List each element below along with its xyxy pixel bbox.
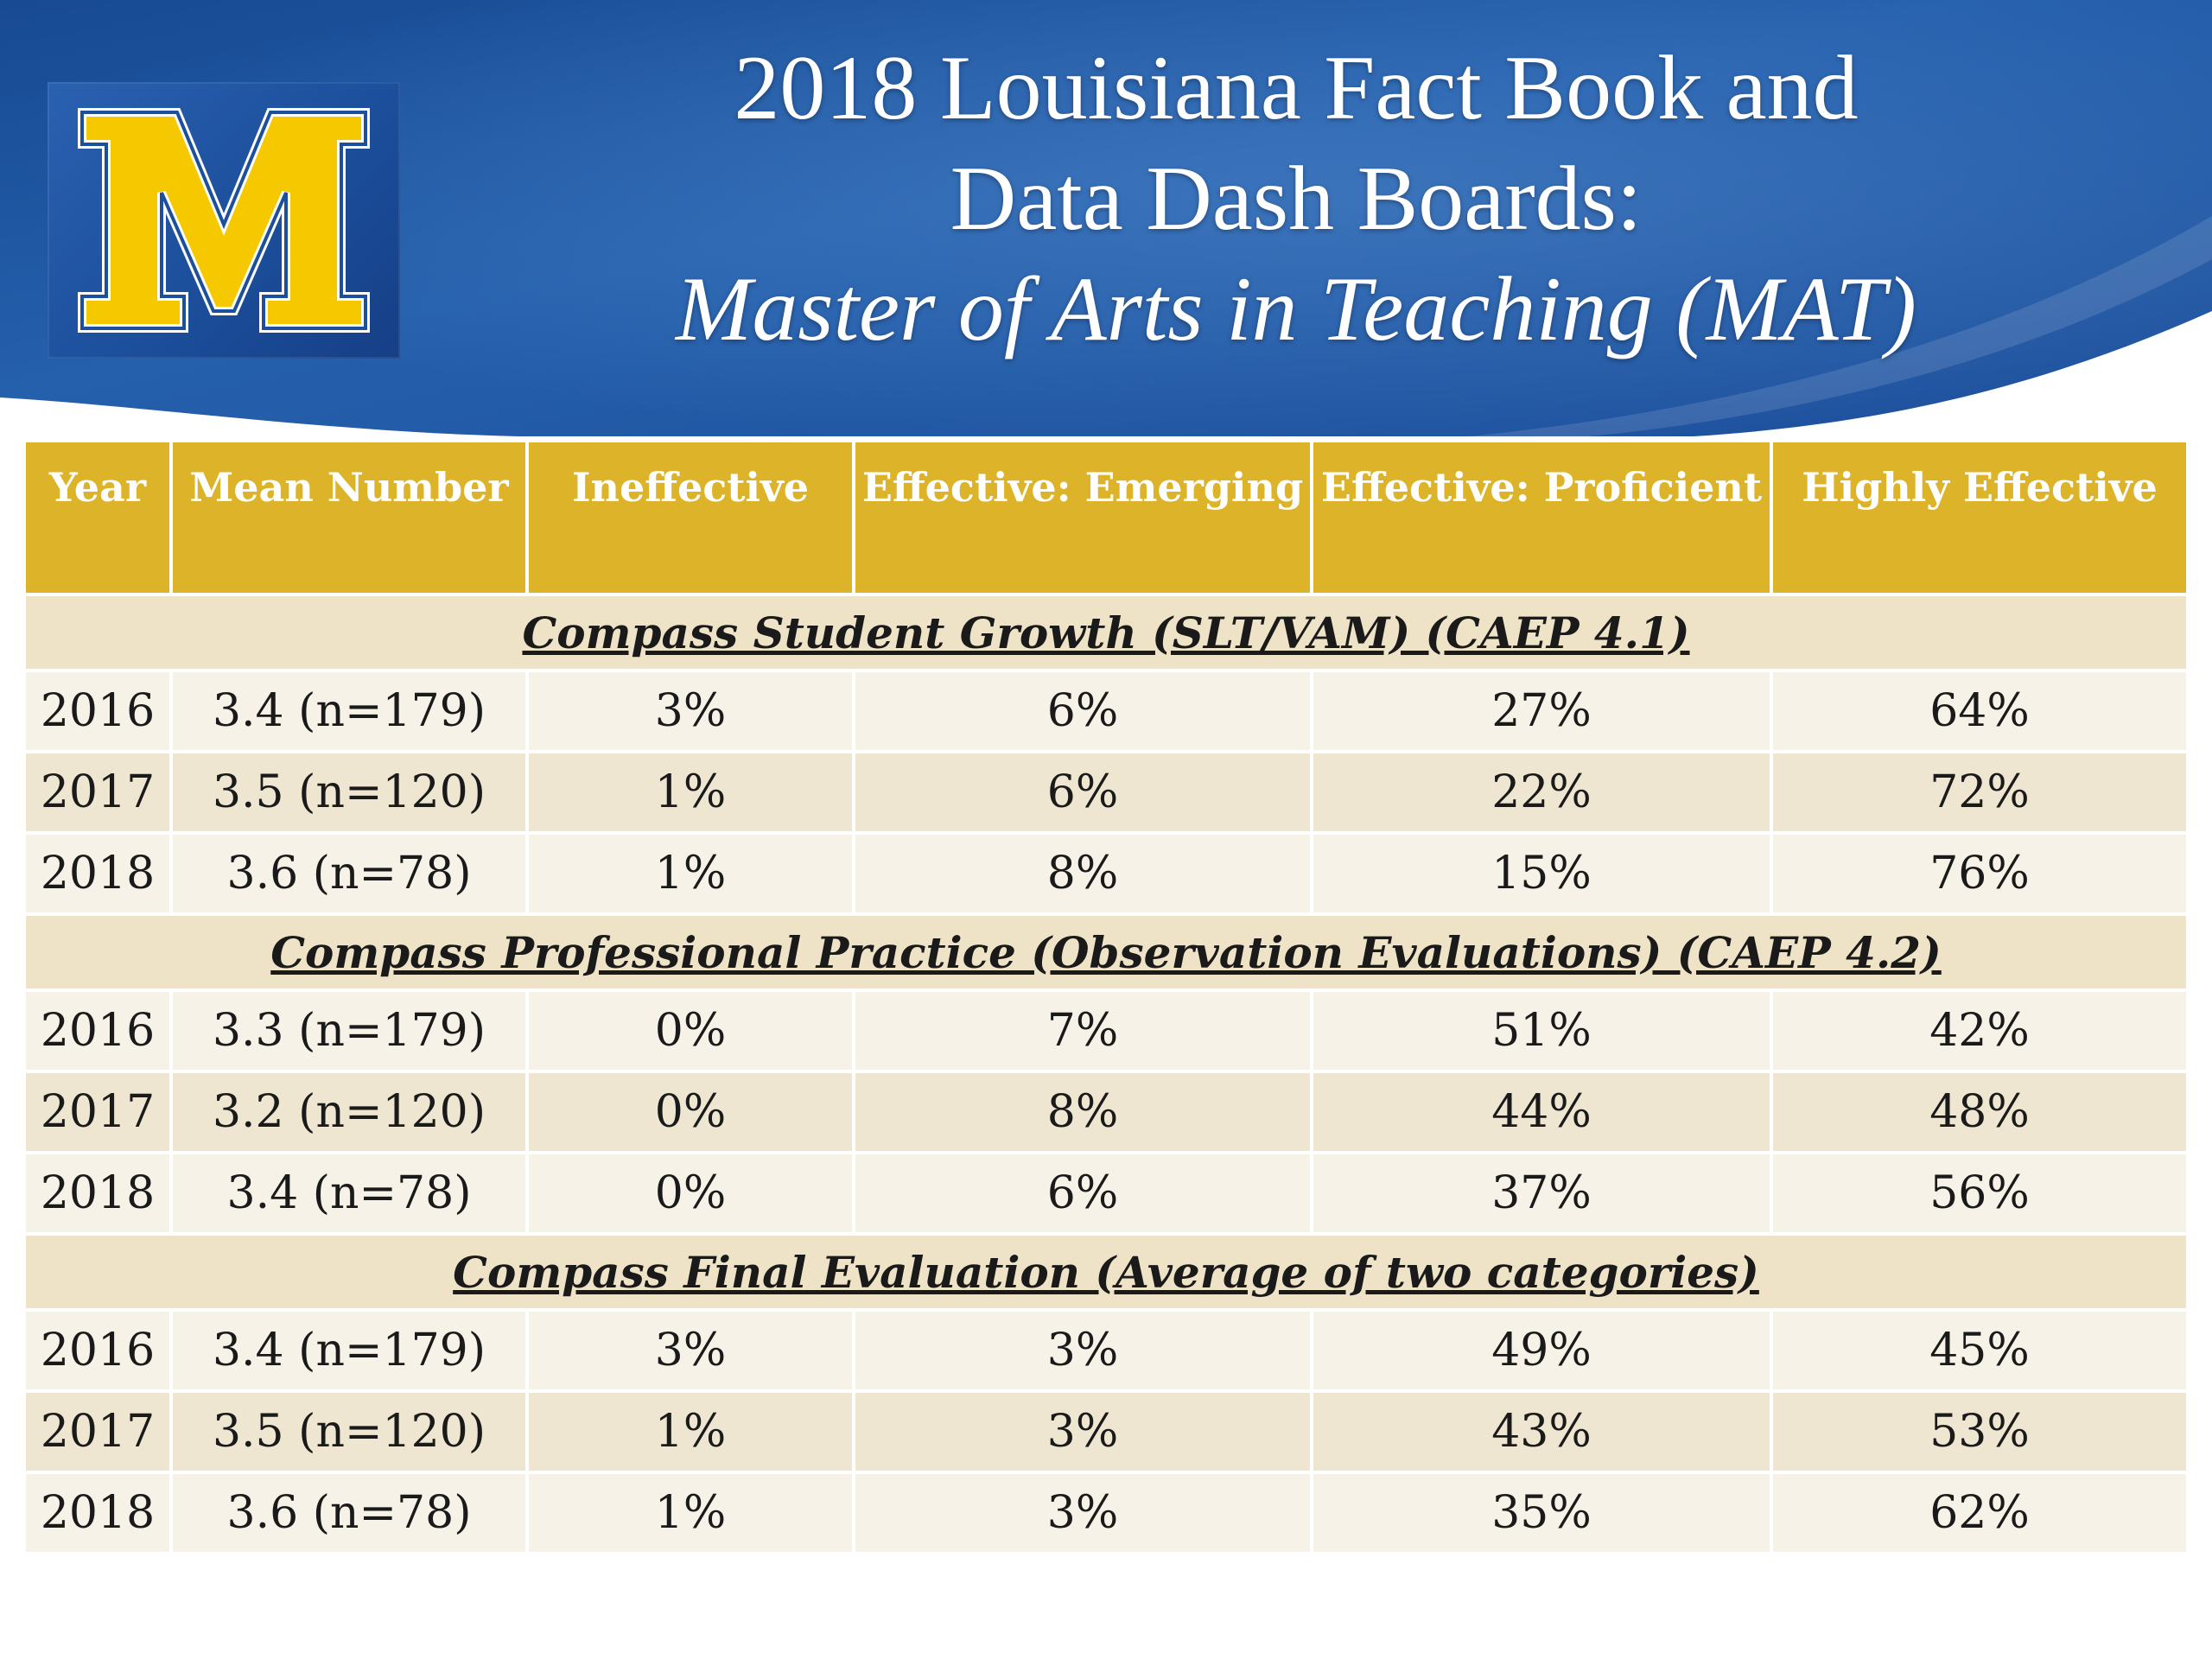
cell-proficient: 43% bbox=[1312, 1391, 1773, 1474]
cell-highly-effective: 56% bbox=[1771, 1153, 2186, 1236]
cell-proficient: 37% bbox=[1312, 1153, 1773, 1236]
cell-ineffective: 1% bbox=[527, 752, 855, 835]
cell-highly-effective: 48% bbox=[1771, 1071, 2186, 1154]
cell-emerging: 6% bbox=[854, 752, 1313, 835]
cell-highly-effective: 45% bbox=[1771, 1310, 2186, 1393]
cell-emerging: 3% bbox=[854, 1310, 1313, 1393]
section-row: Compass Final Evaluation (Average of two… bbox=[26, 1234, 2186, 1312]
cell-ineffective: 1% bbox=[527, 1472, 855, 1555]
title-line-2: Data Dash Boards: bbox=[950, 148, 1643, 249]
header-year: Year bbox=[26, 442, 173, 596]
table-row: 2016 3.4 (n=179) 3% 6% 27% 64% bbox=[26, 671, 2186, 753]
cell-emerging: 6% bbox=[854, 671, 1313, 753]
cell-mean: 3.5 (n=120) bbox=[171, 1391, 529, 1474]
cell-proficient: 44% bbox=[1312, 1071, 1773, 1154]
m-logo-icon bbox=[78, 108, 370, 333]
table-row: 2016 3.4 (n=179) 3% 3% 49% 45% bbox=[26, 1310, 2186, 1393]
header-effective-proficient: Effective: Proficient bbox=[1312, 442, 1773, 596]
header-mean-number: Mean Number bbox=[171, 442, 529, 596]
university-logo bbox=[48, 82, 400, 359]
cell-proficient: 27% bbox=[1312, 671, 1773, 753]
table-row: 2017 3.2 (n=120) 0% 8% 44% 48% bbox=[26, 1071, 2186, 1154]
cell-proficient: 49% bbox=[1312, 1310, 1773, 1393]
header-background bbox=[0, 0, 2212, 441]
cell-mean: 3.2 (n=120) bbox=[171, 1071, 529, 1154]
section-title: Compass Final Evaluation (Average of two… bbox=[26, 1234, 2186, 1312]
cell-year: 2018 bbox=[26, 833, 173, 916]
cell-highly-effective: 72% bbox=[1771, 752, 2186, 835]
cell-highly-effective: 42% bbox=[1771, 990, 2186, 1073]
section-title: Compass Student Growth (SLT/VAM) (CAEP 4… bbox=[26, 594, 2186, 672]
header-ineffective: Ineffective bbox=[527, 442, 855, 596]
table-row: 2018 3.4 (n=78) 0% 6% 37% 56% bbox=[26, 1153, 2186, 1236]
cell-ineffective: 0% bbox=[527, 1071, 855, 1154]
cell-year: 2018 bbox=[26, 1153, 173, 1236]
cell-mean: 3.6 (n=78) bbox=[171, 833, 529, 916]
cell-highly-effective: 53% bbox=[1771, 1391, 2186, 1474]
cell-proficient: 15% bbox=[1312, 833, 1773, 916]
table-row: 2016 3.3 (n=179) 0% 7% 51% 42% bbox=[26, 990, 2186, 1073]
cell-mean: 3.4 (n=179) bbox=[171, 671, 529, 753]
cell-mean: 3.4 (n=179) bbox=[171, 1310, 529, 1393]
table-row: 2017 3.5 (n=120) 1% 6% 22% 72% bbox=[26, 752, 2186, 835]
section-row: Compass Professional Practice (Observati… bbox=[26, 914, 2186, 992]
cell-mean: 3.6 (n=78) bbox=[171, 1472, 529, 1555]
section-title: Compass Professional Practice (Observati… bbox=[26, 914, 2186, 992]
table-row: 2018 3.6 (n=78) 1% 8% 15% 76% bbox=[26, 833, 2186, 916]
cell-emerging: 8% bbox=[854, 1071, 1313, 1154]
slide-title: 2018 Louisiana Fact Book and Data Dash B… bbox=[605, 33, 1987, 365]
cell-mean: 3.4 (n=78) bbox=[171, 1153, 529, 1236]
cell-ineffective: 3% bbox=[527, 1310, 855, 1393]
cell-year: 2016 bbox=[26, 1310, 173, 1393]
cell-ineffective: 0% bbox=[527, 990, 855, 1073]
cell-emerging: 7% bbox=[854, 990, 1313, 1073]
cell-emerging: 8% bbox=[854, 833, 1313, 916]
cell-year: 2017 bbox=[26, 1391, 173, 1474]
header-effective-emerging: Effective: Emerging bbox=[854, 442, 1313, 596]
section-row: Compass Student Growth (SLT/VAM) (CAEP 4… bbox=[26, 594, 2186, 672]
table-row: 2017 3.5 (n=120) 1% 3% 43% 53% bbox=[26, 1391, 2186, 1474]
cell-year: 2017 bbox=[26, 1071, 173, 1154]
cell-highly-effective: 64% bbox=[1771, 671, 2186, 753]
cell-proficient: 35% bbox=[1312, 1472, 1773, 1555]
cell-ineffective: 1% bbox=[527, 833, 855, 916]
cell-proficient: 22% bbox=[1312, 752, 1773, 835]
cell-year: 2017 bbox=[26, 752, 173, 835]
cell-emerging: 6% bbox=[854, 1153, 1313, 1236]
cell-ineffective: 3% bbox=[527, 671, 855, 753]
evaluation-table: Year Mean Number Ineffective Effective: … bbox=[26, 442, 2186, 1555]
cell-emerging: 3% bbox=[854, 1472, 1313, 1555]
cell-highly-effective: 62% bbox=[1771, 1472, 2186, 1555]
cell-mean: 3.3 (n=179) bbox=[171, 990, 529, 1073]
title-line-1: 2018 Louisiana Fact Book and bbox=[734, 37, 1859, 138]
cell-proficient: 51% bbox=[1312, 990, 1773, 1073]
cell-highly-effective: 76% bbox=[1771, 833, 2186, 916]
cell-emerging: 3% bbox=[854, 1391, 1313, 1474]
cell-ineffective: 0% bbox=[527, 1153, 855, 1236]
cell-mean: 3.5 (n=120) bbox=[171, 752, 529, 835]
cell-year: 2016 bbox=[26, 990, 173, 1073]
header-band bbox=[0, 0, 2212, 484]
cell-year: 2016 bbox=[26, 671, 173, 753]
cell-ineffective: 1% bbox=[527, 1391, 855, 1474]
slide-subtitle: Master of Arts in Teaching (MAT) bbox=[676, 258, 1916, 359]
table-header-row: Year Mean Number Ineffective Effective: … bbox=[26, 442, 2186, 596]
table-row: 2018 3.6 (n=78) 1% 3% 35% 62% bbox=[26, 1472, 2186, 1555]
header-highly-effective: Highly Effective bbox=[1771, 442, 2186, 596]
cell-year: 2018 bbox=[26, 1472, 173, 1555]
